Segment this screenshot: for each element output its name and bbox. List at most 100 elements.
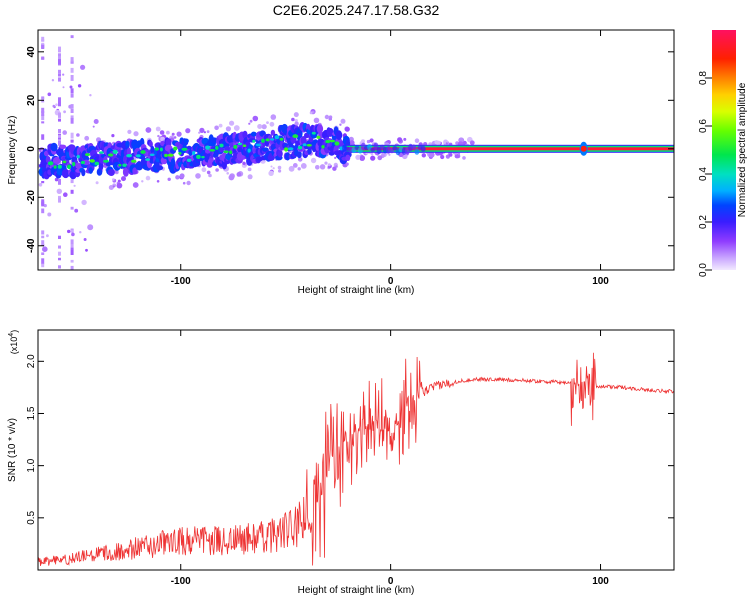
snr-xlabel: Height of straight line (km) [298,585,415,596]
spectral-blob [277,149,283,158]
spectral-blob [127,129,132,134]
spectral-blob [448,153,453,157]
spectral-streak [41,134,45,140]
spectral-blob [326,127,334,137]
spectral-blob [199,127,205,133]
spectral-blob [250,131,257,137]
spectral-blob [203,131,206,134]
spectral-blob [284,152,291,161]
colorbar-tick-label: 0.0 [698,263,709,277]
spectral-core [67,164,72,169]
spectral-core [135,154,141,158]
spectral-streak [70,206,74,210]
spectral-blob [47,92,52,97]
spectrogram-marks [38,35,674,270]
carrier-band-core [346,147,674,151]
spectrogram-ticks: -100 0 100 -40 -20 0 20 40 [26,30,674,287]
spectral-blob [411,144,417,150]
spectral-blob [56,188,62,194]
spectral-blob [85,248,88,252]
spectral-core [62,160,67,164]
spectral-blob [84,135,90,141]
spectral-streak [58,195,61,199]
spectral-streak [41,208,45,214]
spectral-blob [397,137,403,143]
spectral-blob [155,126,161,132]
spectral-blob [176,131,182,137]
spectral-blob [117,179,121,183]
spectral-blob [63,110,66,114]
spectral-blob [43,204,47,208]
spectral-blob [420,145,426,152]
spectral-blob [247,174,253,180]
spectral-streak [41,56,45,60]
spectral-blob [324,161,328,165]
spectral-streak [58,118,61,122]
spectral-blob [359,155,365,161]
spectral-core [223,150,229,154]
spectral-streak [70,259,74,263]
y-tick-label: 0.5 [26,510,37,524]
spectral-blob [428,151,435,158]
spectral-core [229,150,233,155]
spectral-streak [41,42,45,47]
spectral-blob [261,124,267,130]
spectral-streak [41,121,45,124]
spectral-blob [183,138,189,144]
spectral-blob [81,168,86,177]
spectral-streak [70,118,74,124]
spectral-blob [414,138,420,143]
spectral-streak [70,67,74,73]
spectral-core [112,149,118,154]
spectral-blob [294,121,299,126]
y-tick-label: 40 [26,46,37,58]
spectral-streak [58,265,61,269]
spectral-blob [300,136,307,145]
spectral-blob [316,124,324,134]
spectral-blob [440,154,445,160]
spectral-streak [58,197,61,203]
colorbar-ticks: 0.0 0.2 0.4 0.6 0.8 [698,71,712,277]
spectral-blob [162,168,165,171]
spectral-blob [339,123,342,126]
spectral-blob [270,165,273,168]
spectral-blob [349,140,355,146]
spectral-core [181,147,188,151]
spectral-blob [73,184,76,187]
spectral-core [159,147,163,152]
spectral-blob [462,156,466,160]
spectral-blob [270,114,277,120]
spectral-core [126,154,132,158]
spectral-core [325,139,331,144]
x-tick-label: 0 [388,276,394,287]
spectral-blob [88,167,93,174]
spectral-core [334,141,340,146]
spectral-blob [62,130,67,135]
spectral-blob [269,121,275,127]
colorbar-tick-label: 0.2 [698,215,709,229]
spectral-blob [421,153,426,158]
spectral-blob [335,165,338,168]
colorbar-tick-label: 0.4 [698,167,709,181]
spectral-core [99,151,104,154]
spectral-blob [62,73,65,76]
spectral-core [145,158,151,161]
spectral-streak [41,258,45,265]
spectral-blob [116,182,123,189]
spectral-blob [249,119,253,123]
spectral-blob [278,169,282,173]
spectral-core [302,143,307,147]
spectrogram-ylabel: Frequency (Hz) [7,116,18,185]
spectral-blob [324,114,330,120]
spectral-core [178,152,182,155]
spectral-streak [58,235,61,239]
spectral-streak [41,114,45,121]
spectral-streak [70,88,74,94]
spectral-blob [63,192,68,197]
spectral-blob [344,126,350,132]
spectral-blob [62,86,65,89]
spectral-blob [242,130,248,139]
figure-title: C2E6.2025.247.17.58.G32 [273,2,440,18]
spectral-blob [87,224,94,231]
spectral-blob [434,140,439,145]
